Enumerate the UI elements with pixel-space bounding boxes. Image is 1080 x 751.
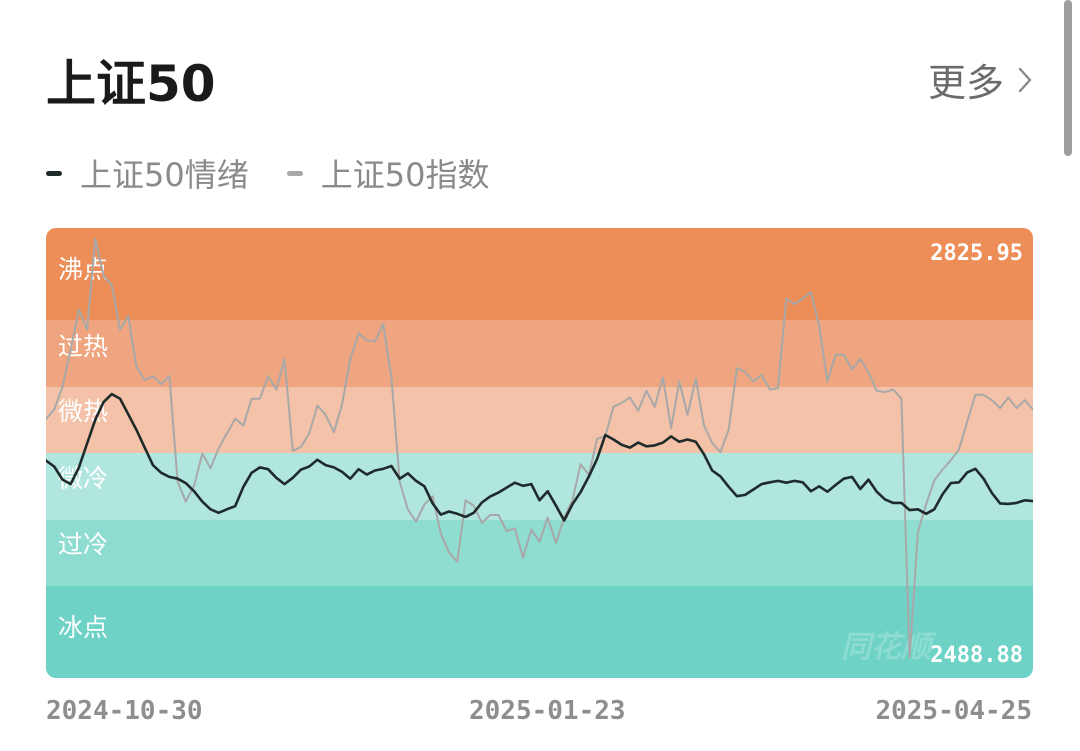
- y-min-label: 2488.88: [930, 643, 1023, 668]
- zone-label: 微冷: [58, 464, 108, 493]
- legend-swatch-sentiment: [46, 170, 62, 176]
- sentiment-line: [46, 392, 1033, 522]
- x-tick-label-mid: 2025-01-23: [469, 696, 626, 726]
- y-max-label: 2825.95: [930, 241, 1023, 266]
- page-title: 上证50: [46, 55, 216, 113]
- zone-band: [46, 320, 1033, 387]
- zone-band: [46, 228, 1033, 320]
- x-tick-label-start: 2024-10-30: [46, 696, 203, 726]
- more-link[interactable]: 更多: [928, 52, 1032, 107]
- legend-swatch-index: [286, 170, 303, 176]
- zone-label: 过冷: [58, 530, 108, 559]
- scrollbar[interactable]: [1064, 0, 1072, 156]
- legend-label-index: 上证50指数: [320, 156, 490, 194]
- chevron-right-icon: [1018, 67, 1032, 92]
- chart-legend: 上证50情绪 上证50指数: [46, 150, 527, 196]
- legend-item-sentiment[interactable]: 上证50情绪: [46, 150, 249, 196]
- zone-band: [46, 387, 1033, 453]
- watermark-logo: 同花顺: [841, 630, 937, 665]
- legend-label-sentiment: 上证50情绪: [80, 156, 249, 194]
- zone-band: [46, 586, 1033, 678]
- zone-label: 冰点: [58, 613, 108, 642]
- x-tick-label-end: 2025-04-25: [875, 696, 1032, 726]
- zone-band: [46, 520, 1033, 586]
- index-line: [46, 237, 1033, 659]
- zone-label: 过热: [58, 332, 108, 361]
- legend-item-index[interactable]: 上证50指数: [286, 150, 490, 196]
- more-label: 更多: [927, 61, 1004, 105]
